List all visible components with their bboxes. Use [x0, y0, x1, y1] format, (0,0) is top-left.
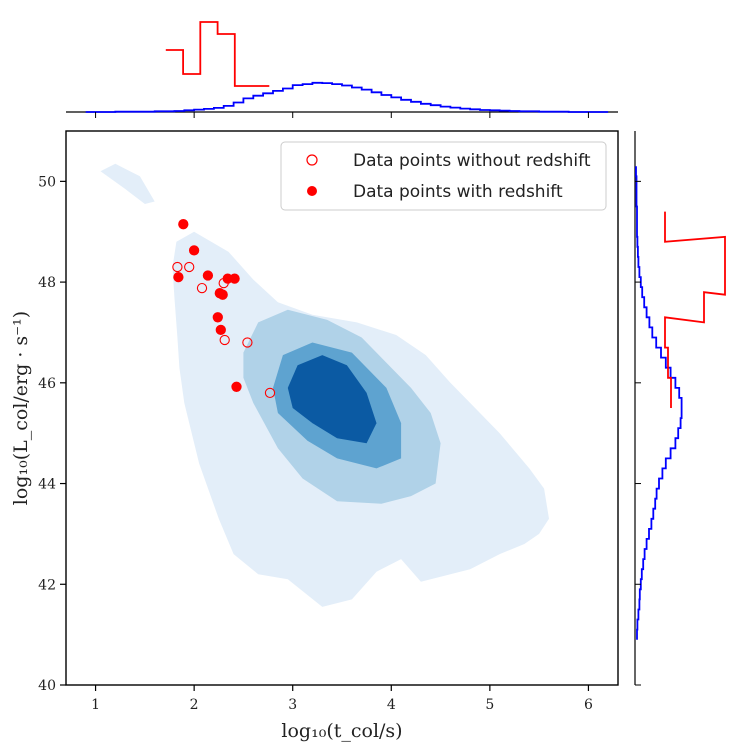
y-tick-label: 42	[38, 577, 56, 593]
plot-frame	[65, 130, 619, 686]
legend-marker-filled-circle-icon	[307, 186, 317, 196]
x-tick-label: 1	[91, 697, 100, 713]
point-without-redshift	[242, 337, 253, 348]
x-axis-ticks: 1 2 3 4 5 6	[91, 112, 593, 713]
point-without-redshift	[172, 261, 183, 273]
x-tick-label: 3	[288, 697, 297, 713]
x-tick-label: 4	[387, 697, 396, 713]
top-marginal-data-step	[165, 21, 270, 87]
point-with-redshift	[188, 245, 200, 256]
point-with-redshift	[178, 219, 189, 230]
legend-label-with-redshift: Data points with redshift	[353, 182, 563, 202]
legend: Data points without redshift Data points…	[280, 141, 607, 211]
point-without-redshift	[219, 334, 230, 346]
main-plot: 1 2 3 4 5 6 40 42 44 46 48 50	[38, 112, 641, 713]
y-tick-label: 40	[38, 678, 56, 694]
x-tick-label: 2	[190, 697, 199, 713]
kde-level-4	[287, 355, 377, 444]
top-marginal-population-step	[85, 81, 609, 113]
y-tick-label: 46	[38, 376, 56, 392]
point-with-redshift	[229, 273, 240, 284]
point-with-redshift	[217, 289, 228, 300]
x-axis-label: log₁₀(t_col/s)	[281, 720, 402, 742]
point-with-redshift	[215, 324, 226, 336]
legend-marker-open-circle-icon	[306, 154, 318, 166]
point-without-redshift	[184, 261, 195, 273]
kde-contours	[100, 163, 549, 607]
right-marginal-population-step	[635, 166, 683, 640]
legend-box	[280, 141, 607, 211]
x-tick-label: 5	[485, 697, 494, 713]
point-with-redshift	[212, 312, 223, 323]
right-marginal-histogram	[634, 131, 726, 685]
legend-label-without-redshift: Data points without redshift	[353, 151, 591, 171]
data-points	[172, 219, 276, 399]
point-with-redshift	[231, 381, 242, 392]
y-tick-label: 48	[38, 275, 56, 291]
point-with-redshift	[173, 271, 184, 283]
y-tick-label: 44	[38, 477, 56, 493]
top-marginal-histogram	[66, 21, 618, 113]
right-marginal-data-step	[664, 211, 726, 408]
x-tick-label: 6	[584, 697, 593, 713]
y-tick-label: 50	[38, 174, 56, 190]
y-axis-label: log₁₀(L_col/erg · s⁻¹)	[10, 311, 32, 505]
point-without-redshift	[196, 282, 208, 294]
y-axis-ticks: 40 42 44 46 48 50	[38, 174, 641, 694]
point-without-redshift	[264, 387, 276, 399]
point-with-redshift	[202, 270, 214, 281]
kde-level-0	[100, 163, 155, 204]
